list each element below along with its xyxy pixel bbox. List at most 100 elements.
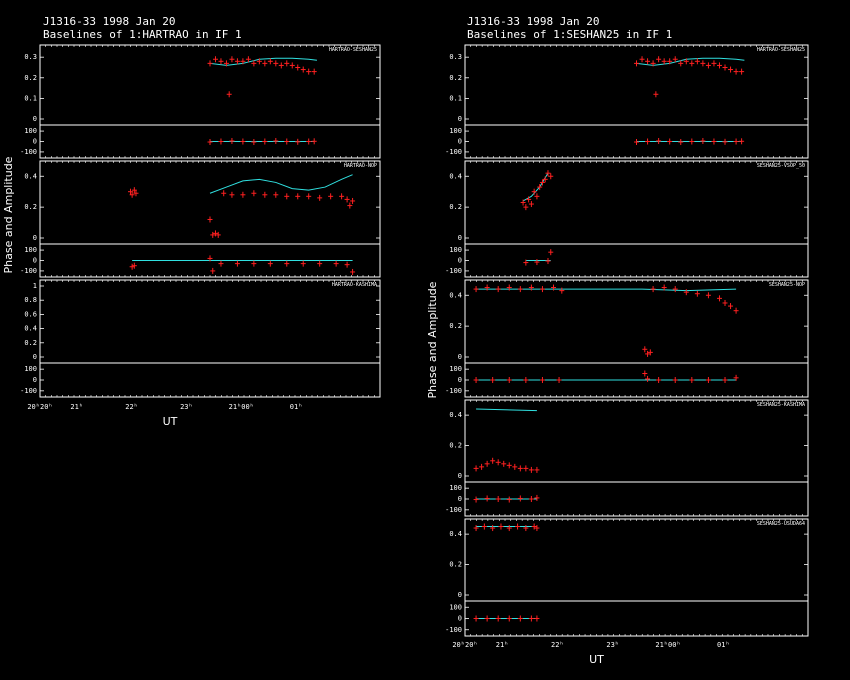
amp-tick-label: 0.4 [24,325,37,333]
amp-tick-label: 0 [458,115,462,123]
amp-point [498,523,504,530]
amp-point [501,460,507,467]
phase-point [672,377,678,383]
phase-tick-label: -100 [445,506,462,514]
amp-point [245,56,251,63]
x-tick-label: 23ʰ [180,403,193,411]
phase-tick-label: 100 [24,246,37,254]
baseline-label: SESHAN25-USUDA64 [757,521,805,527]
amp-point [700,60,706,67]
amp-tick-label: 0.3 [449,53,462,61]
amp-tick-label: 1 [33,282,37,290]
phase-point [656,137,662,144]
phase-tick-label: -100 [20,387,37,395]
amp-point [523,465,529,472]
amp-tick-label: 0 [458,234,462,242]
amp-point [210,231,216,238]
model-amplitude-line [636,57,745,66]
amp-tick-label: 0.4 [449,411,462,419]
phase-point [528,496,534,502]
amp-point [645,350,651,357]
amp-point [262,60,268,67]
chart-title-line1: J1316-33 1998 Jan 20 [43,15,175,28]
phase-point [473,496,479,503]
amp-point [284,60,290,67]
amp-point [656,56,662,63]
phase-point [300,260,306,267]
phase-point [284,260,290,267]
amp-tick-label: 0.4 [449,172,462,180]
amp-point [528,466,534,473]
phase-point [545,258,551,265]
amp-point [672,286,678,293]
phase-point [667,138,673,145]
amp-point [642,346,648,353]
amp-point [523,204,529,211]
phase-point [218,260,224,267]
phase-tick-label: 0 [33,138,37,146]
amp-point [528,201,534,208]
amp-point [548,173,554,180]
phase-point [344,261,350,268]
amp-point [542,176,548,183]
phase-point [306,138,312,145]
amp-tick-label: 0.4 [449,530,462,538]
phase-point [700,137,706,144]
baseline-label: HARTRAO-SESHAN25 [757,47,805,53]
amp-point [207,216,213,223]
baseline-panel: HARTRAO-SESHAN25 0.3 0.2 0.1 0 100 0 -100 [445,44,809,159]
phase-tick-label: 100 [449,365,462,373]
y-axis-label: Phase and Amplitude [426,281,439,398]
amp-point [339,193,345,200]
amp-point [678,60,684,67]
phase-point [528,615,534,622]
baseline-label: HARTRAO-NOP [344,163,377,169]
phase-point [678,139,684,146]
phase-point [534,494,540,501]
amp-point [653,91,659,98]
amp-point [531,523,537,530]
phase-point [473,615,479,622]
amp-tick-label: 0.6 [24,310,37,318]
amp-tick-label: 0.2 [24,339,37,347]
x-tick-label: 01ʰ [290,403,303,411]
amp-point [537,184,543,191]
phase-point [523,259,529,266]
phase-point [311,138,317,145]
phase-point [207,139,213,146]
phase-point [645,138,651,145]
amp-point [317,194,323,201]
amp-point [672,56,678,63]
model-amplitude-line [209,174,353,194]
amp-point [215,231,221,238]
amp-point [639,56,645,63]
phase-point [207,255,213,262]
phase-point [473,377,479,383]
phase-tick-label: 100 [24,365,37,373]
phase-tick-label: 0 [33,376,37,384]
amp-point [300,66,306,73]
phase-point [517,615,523,622]
amp-point [256,58,262,65]
amp-point [262,191,268,198]
amp-point [311,68,317,75]
amp-point [667,58,673,65]
amp-tick-label: 0.2 [24,203,37,211]
phase-tick-label: -100 [20,267,37,275]
amp-point [127,188,133,195]
panel-frame [39,279,381,398]
amp-point [347,202,353,209]
amp-point [223,60,229,67]
phase-point [350,268,356,275]
phase-point [251,260,257,267]
phase-point [506,496,512,503]
amp-tick-label: 0.4 [24,172,37,180]
amp-point [473,465,479,472]
amp-point [523,525,529,532]
phase-point [129,263,135,270]
amp-tick-label: 0.1 [449,94,462,102]
amp-point [212,56,218,63]
phase-tick-label: 100 [449,603,462,611]
baseline-panel: HARTRAO-NOP 0.4 0.2 0 100 0 -100 [20,160,381,278]
model-amplitude-line [476,288,737,292]
